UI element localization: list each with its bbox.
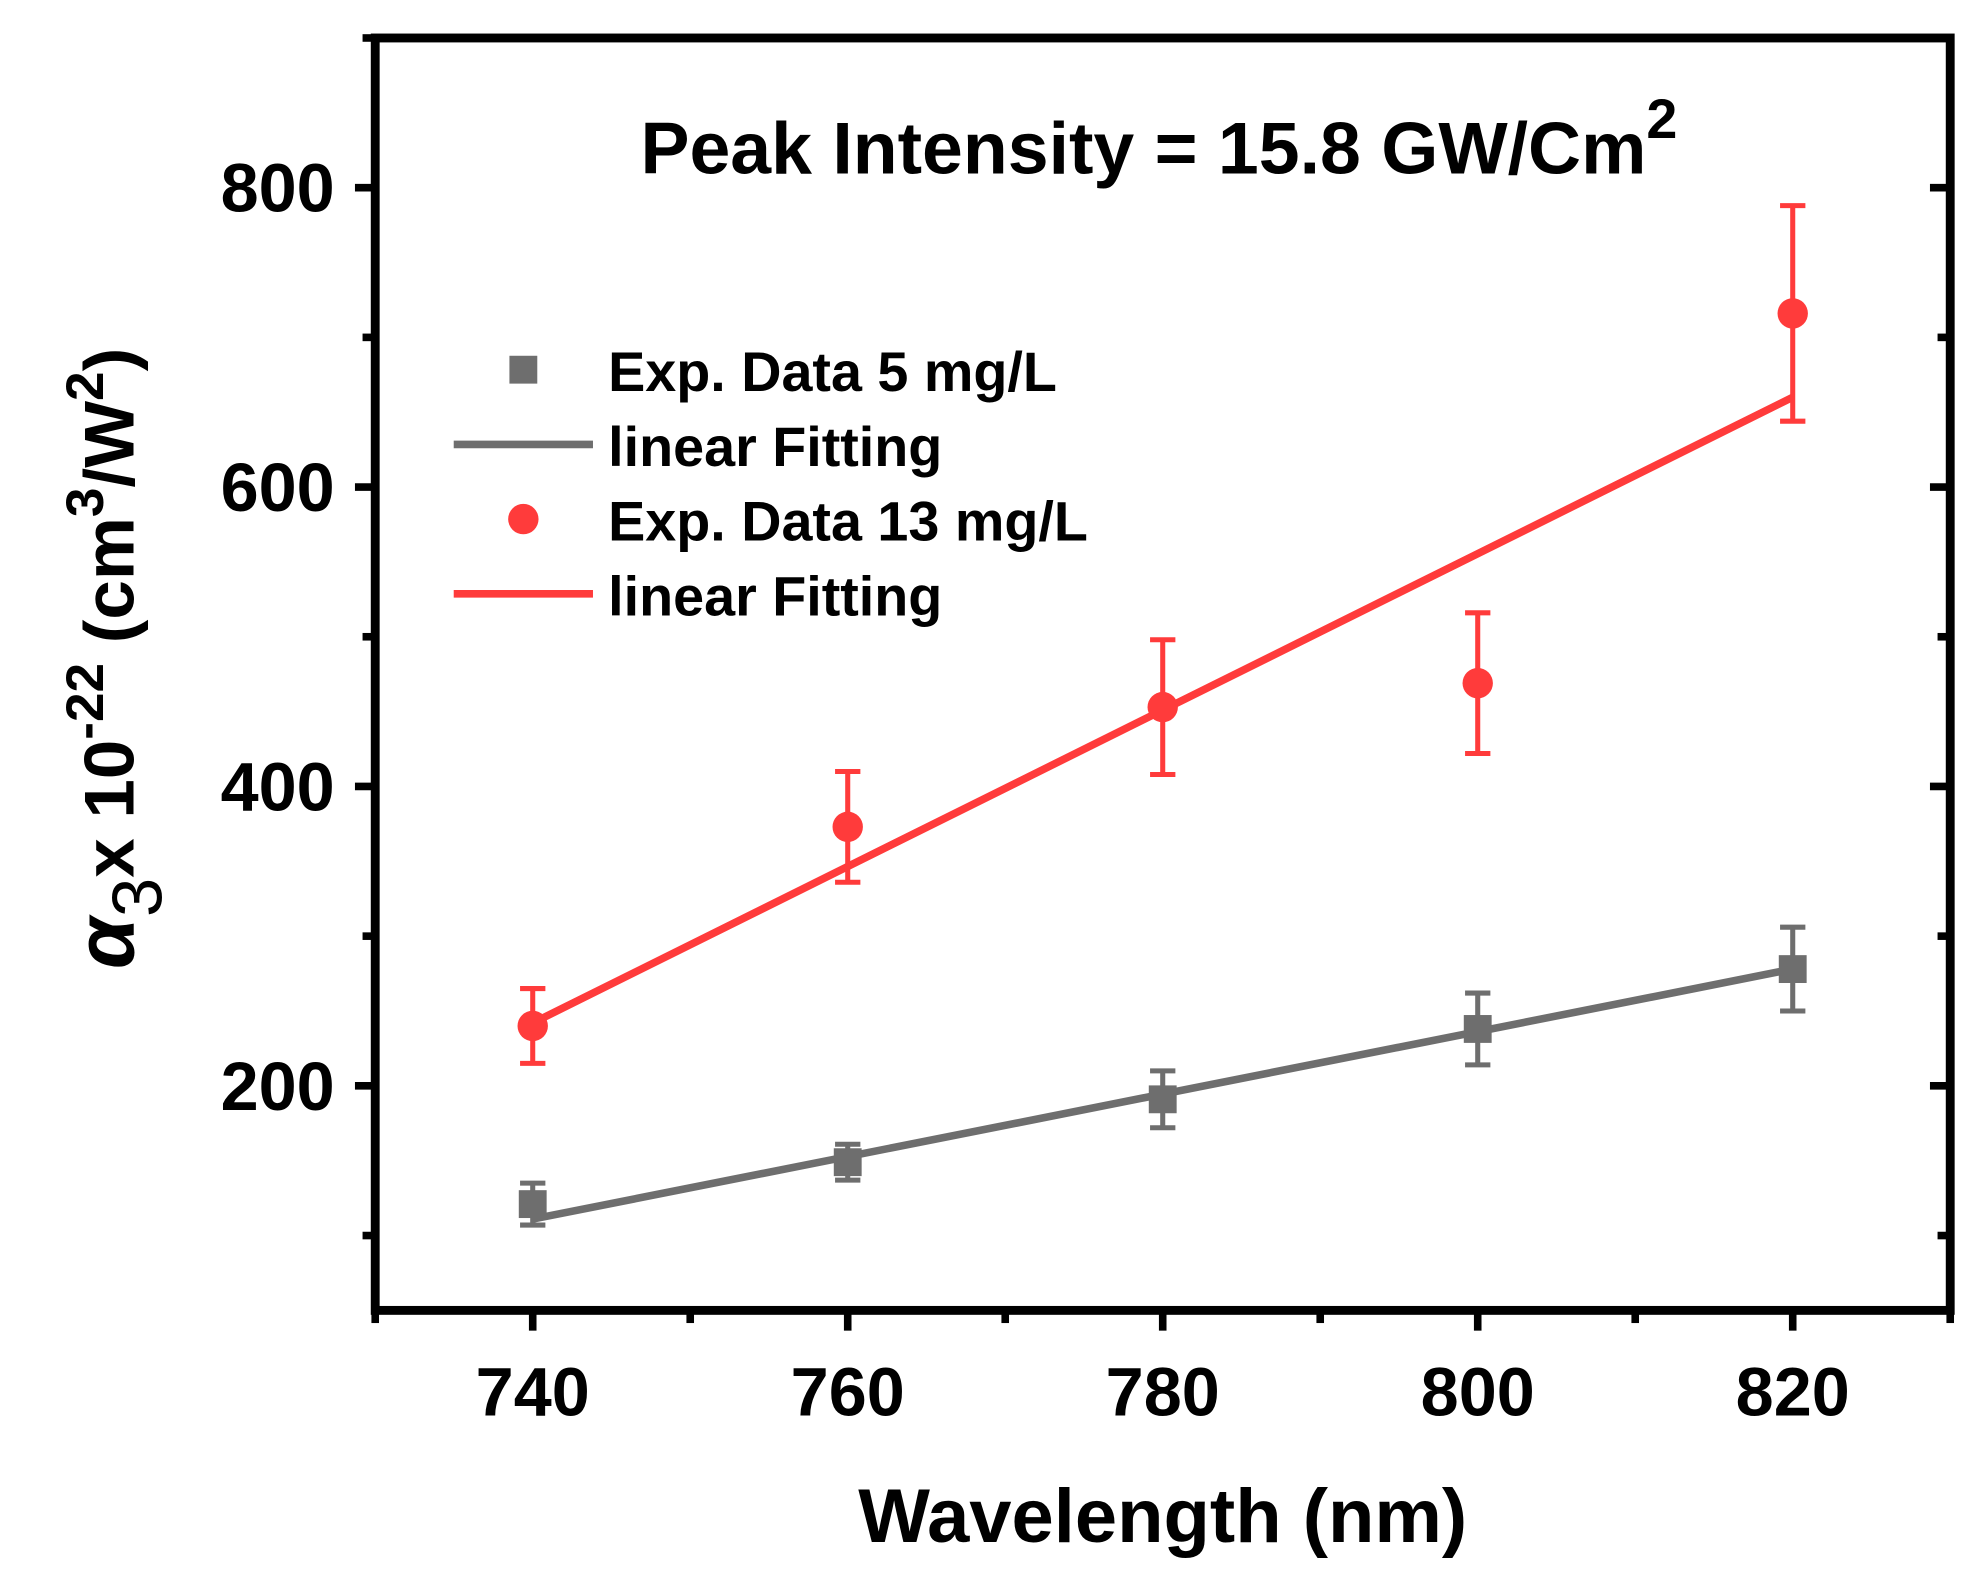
data-point-circle: [1777, 298, 1808, 329]
y-tick-label: 200: [221, 1049, 335, 1125]
legend-label: linear Fitting: [608, 565, 942, 627]
plot-frame: [370, 33, 1955, 1315]
x-axis-label: Wavelength (nm): [858, 1474, 1467, 1559]
y-tick-label: 600: [221, 450, 335, 526]
data-point-circle: [1147, 691, 1178, 723]
y-tick-label: 800: [221, 151, 335, 227]
data-point-circle: [1462, 667, 1493, 699]
legend-label: Exp. Data 13 mg/L: [608, 491, 1088, 553]
data-point-square: [518, 1190, 547, 1219]
title-superscript: 2: [1646, 88, 1677, 150]
x-tick-label: 800: [1421, 1354, 1535, 1430]
legend-label: linear Fitting: [608, 416, 942, 478]
legend-marker-square: [509, 355, 538, 384]
x-tick-label: 760: [791, 1354, 905, 1430]
data-point-square: [833, 1148, 862, 1177]
data-point-circle: [832, 811, 863, 843]
x-tick-label: 820: [1736, 1354, 1850, 1430]
data-point-square: [1148, 1085, 1177, 1114]
x-tick-label: 740: [476, 1354, 590, 1430]
chart-title: Peak Intensity = 15.8 GW/Cm2: [640, 88, 1677, 189]
x-tick-label: 780: [1106, 1354, 1220, 1430]
y-axis-label: α3x 10-22 (cm3/W2): [56, 348, 177, 969]
legend-marker-circle: [508, 503, 539, 535]
legend-label: Exp. Data 5 mg/L: [608, 341, 1057, 403]
legend: Exp. Data 5 mg/L linear Fitting Exp. Data …: [453, 341, 1088, 627]
data-point-square: [1463, 1015, 1492, 1043]
data-point-circle: [517, 1010, 548, 1042]
data-point-square: [1778, 955, 1807, 984]
y-tick-label: 400: [221, 750, 335, 826]
